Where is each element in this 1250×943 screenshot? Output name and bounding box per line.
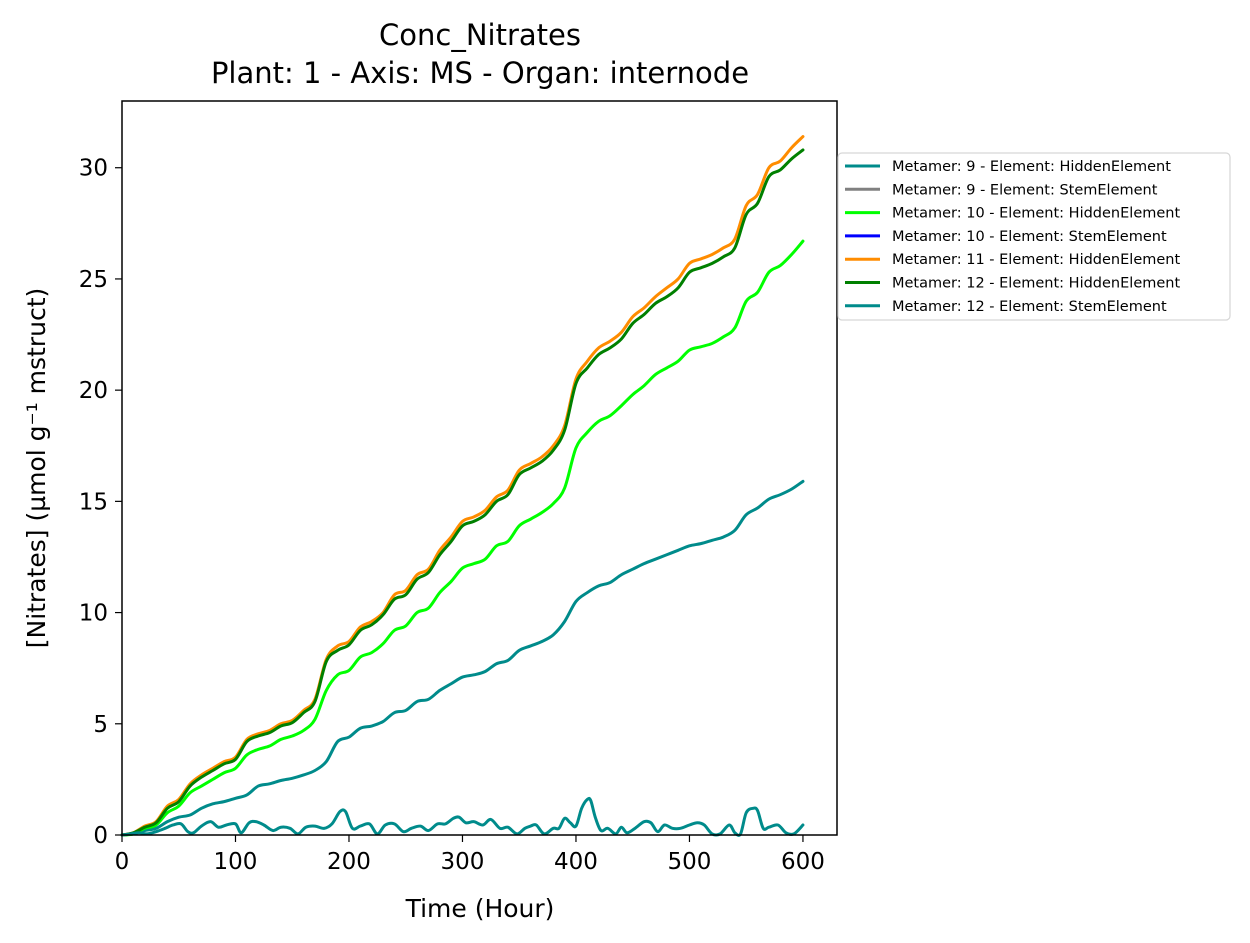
- series-line-6: [120, 796, 805, 837]
- y-tick-label: 15: [79, 489, 108, 515]
- x-tick-label: 100: [214, 849, 258, 875]
- x-tick-label: 400: [554, 849, 598, 875]
- series-line-4: [120, 135, 805, 837]
- plot-area: 0 100 200 300 400 500 600 0 5 10 15 20 25 30: [79, 100, 838, 875]
- y-tick-label: 25: [79, 267, 108, 293]
- legend-label: Metamer: 11 - Element: HiddenElement: [892, 252, 1180, 268]
- series-line-0: [120, 479, 805, 837]
- chart-title: Conc_Nitrates: [379, 18, 581, 52]
- x-axis: 0 100 200 300 400 500 600: [115, 835, 825, 875]
- x-tick-label: 200: [327, 849, 371, 875]
- x-tick-label: 0: [115, 849, 130, 875]
- legend-label: Metamer: 10 - Element: HiddenElement: [892, 206, 1180, 222]
- y-axis: 0 5 10 15 20 25 30: [79, 156, 122, 849]
- series-layer: [120, 135, 805, 837]
- x-tick-label: 500: [668, 849, 712, 875]
- legend-label: Metamer: 12 - Element: StemElement: [892, 299, 1167, 315]
- plot-frame: [121, 100, 838, 836]
- y-tick-label: 5: [93, 712, 108, 738]
- y-tick-label: 20: [79, 378, 108, 404]
- legend: Metamer: 9 - Element: HiddenElement Metam…: [837, 152, 1231, 321]
- legend-items: Metamer: 9 - Element: HiddenElement Metam…: [845, 159, 1180, 315]
- series-line-5: [120, 148, 805, 837]
- legend-label: Metamer: 10 - Element: StemElement: [892, 229, 1167, 245]
- legend-label: Metamer: 9 - Element: StemElement: [892, 182, 1158, 198]
- y-axis-label: [Nitrates] (µmol g⁻¹ mstruct): [22, 288, 51, 649]
- y-tick-label: 0: [93, 823, 108, 849]
- x-tick-label: 600: [781, 849, 825, 875]
- x-axis-label: Time (Hour): [405, 894, 555, 923]
- legend-label: Metamer: 9 - Element: HiddenElement: [892, 159, 1171, 175]
- y-tick-label: 10: [79, 601, 108, 627]
- x-tick-label: 300: [441, 849, 485, 875]
- y-tick-label: 30: [79, 156, 108, 182]
- legend-frame: [837, 152, 1231, 321]
- legend-label: Metamer: 12 - Element: HiddenElement: [892, 276, 1180, 292]
- series-line-2: [120, 239, 805, 837]
- chart-subtitle: Plant: 1 - Axis: MS - Organ: internode: [211, 56, 749, 90]
